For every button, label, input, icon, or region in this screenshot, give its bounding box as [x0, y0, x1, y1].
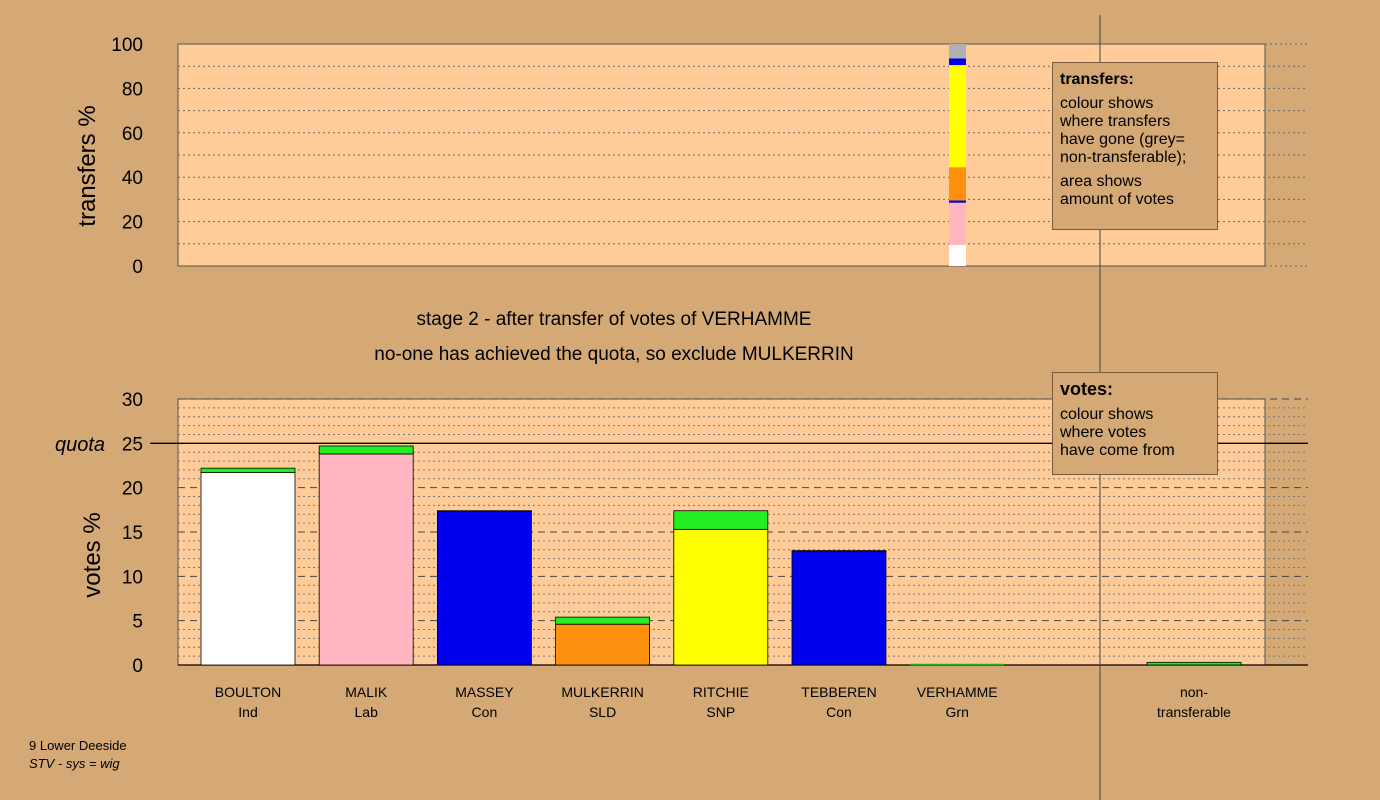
candidate-name: TEBBEREN	[801, 684, 876, 700]
vote-bar-base	[318, 453, 414, 666]
transfer-segment	[949, 167, 966, 201]
vote-bar-base	[436, 511, 532, 666]
quota-label: quota	[55, 434, 105, 456]
votes-legend-text: colour shows where votes have come from	[1060, 406, 1175, 459]
transfers-tick-label: 60	[122, 124, 143, 145]
votes-axis-title: votes %	[79, 512, 106, 597]
vote-bar-transfer	[200, 467, 296, 473]
candidate-name: BOULTON	[215, 684, 281, 700]
transfers-legend-text-1: colour shows where transfers have gone (…	[1060, 95, 1187, 166]
transfers-legend-text-2: area shows amount of votes	[1060, 173, 1174, 208]
footer-system: STV - sys = wig	[29, 756, 120, 771]
transfers-tick-label: 100	[111, 35, 143, 56]
transfers-y-axis: 0 20 40 60 80 100	[111, 35, 143, 278]
footer-ward: 9 Lower Deeside	[29, 738, 127, 753]
candidate-labels: BOULTON Ind MALIK Lab MASSEY Con MULKERRIN SLD R…	[215, 684, 1231, 720]
candidate-party: Ind	[238, 704, 257, 720]
transfers-bar	[949, 44, 966, 266]
votes-tick-label: 5	[132, 612, 143, 633]
transfers-tick-label: 20	[122, 213, 143, 234]
transfers-tick-label: 0	[132, 257, 143, 278]
stage-subtitle: no-one has achieved the quota, so exclud…	[374, 344, 854, 365]
transfers-tick-label: 80	[122, 79, 143, 100]
candidate-party: Lab	[355, 704, 379, 720]
candidate-party: Grn	[946, 704, 969, 720]
votes-tick-label: 15	[122, 523, 143, 544]
candidate-name: MULKERRIN	[561, 684, 643, 700]
vote-bar-base	[673, 528, 769, 666]
candidate-name: MASSEY	[455, 684, 514, 700]
vote-bar-transfer	[318, 445, 414, 455]
votes-tick-label: 10	[122, 567, 143, 588]
candidate-name: MALIK	[345, 684, 388, 700]
vote-bar-base	[791, 551, 887, 666]
votes-bars	[200, 445, 1242, 666]
transfer-segment	[949, 244, 966, 266]
vote-bar-transfer	[436, 510, 532, 513]
stage-title: stage 2 - after transfer of votes of VER…	[417, 309, 812, 330]
votes-y-axis: 0 5 10 15 20 25 30	[122, 390, 143, 677]
votes-legend-title: votes:	[1060, 379, 1114, 399]
vote-bar-transfer	[673, 510, 769, 530]
transfer-segment	[949, 58, 966, 66]
transfers-axis-title: transfers %	[74, 105, 101, 226]
transfers-legend-box: transfers: colour shows where transfers …	[1052, 62, 1218, 230]
candidate-name: VERHAMME	[917, 684, 998, 700]
vote-bar-base	[555, 623, 650, 666]
nontransferable-label-2: transferable	[1157, 704, 1231, 720]
candidate-name: RITCHIE	[693, 684, 749, 700]
votes-tick-label: 30	[122, 390, 143, 411]
vote-bar-transfer	[791, 550, 887, 552]
transfer-segment	[949, 65, 966, 168]
transfers-tick-label: 40	[122, 168, 143, 189]
vote-bar-base	[200, 472, 296, 666]
candidate-party: Con	[826, 704, 852, 720]
votes-tick-label: 25	[122, 434, 143, 455]
votes-legend-box: votes: colour shows where votes have com…	[1052, 372, 1218, 475]
transfer-segment	[949, 44, 966, 59]
transfers-legend-title: transfers:	[1060, 71, 1134, 88]
candidate-party: SLD	[589, 704, 616, 720]
vote-bar-transfer	[555, 616, 650, 625]
candidate-party: SNP	[706, 704, 735, 720]
nontransferable-label-1: non-	[1180, 684, 1208, 700]
nontransferable-bar	[1146, 661, 1242, 666]
votes-tick-label: 20	[122, 479, 143, 500]
votes-tick-label: 0	[132, 656, 143, 677]
transfer-segment	[949, 200, 966, 203]
transfer-segment	[949, 202, 966, 245]
candidate-party: Con	[472, 704, 498, 720]
